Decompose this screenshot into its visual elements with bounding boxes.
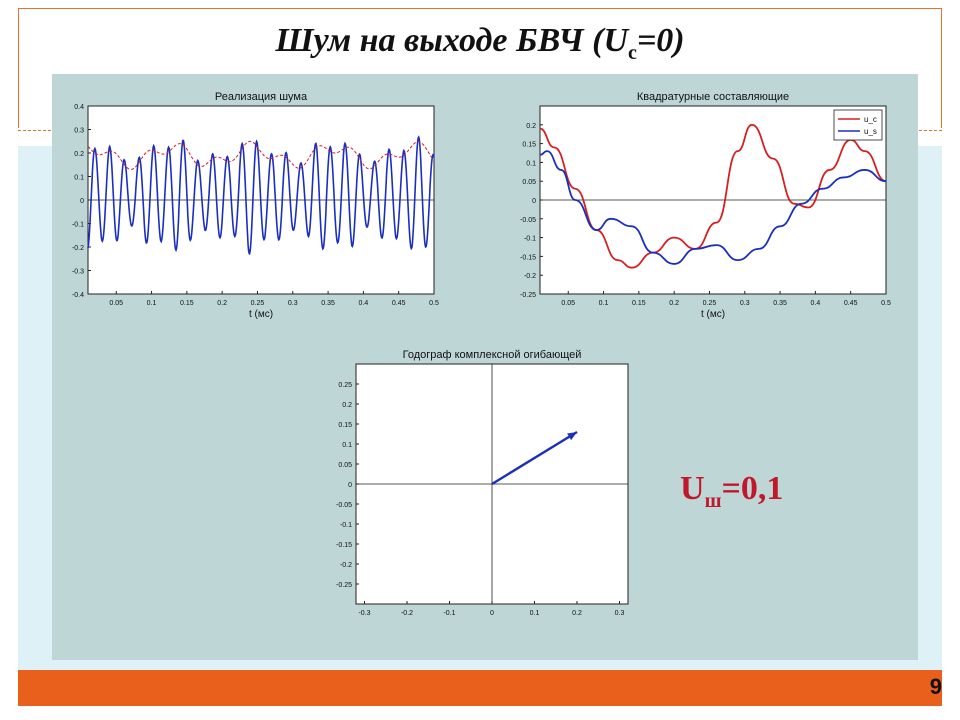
x-tick-label: 0.2 <box>572 610 582 617</box>
x-tick-label: 0.05 <box>561 300 575 307</box>
y-tick-label: -0.2 <box>72 245 84 252</box>
title-tail: =0) <box>636 22 685 59</box>
x-tick-label: 0.5 <box>429 300 439 307</box>
vector-arrowhead <box>567 432 577 441</box>
chart-title: Квадратурные составляющие <box>637 91 789 103</box>
plot-quadrature: Квадратурные составляющие 0.05 0.1 0.15 0.2 0… <box>500 86 900 322</box>
x-tick-label: 0.4 <box>811 300 821 307</box>
y-tick-label: 0.05 <box>338 462 352 469</box>
y-tick-label: 0.05 <box>522 179 536 186</box>
y-tick-label: 0 <box>80 198 84 205</box>
y-tick-label: 0 <box>532 198 536 205</box>
x-axis-label: t (мс) <box>249 309 273 320</box>
y-tick-label: -0.05 <box>520 217 536 224</box>
y-tick-label: 0.1 <box>526 160 536 167</box>
noise-signal-line <box>87 135 435 255</box>
y-tick-label: -0.1 <box>524 236 536 243</box>
legend-entry: u_s <box>864 127 877 136</box>
title-main: Шум на выходе БВЧ ( <box>275 22 604 59</box>
y-tick-label: 0.4 <box>74 104 84 111</box>
y-tick-label: 0.1 <box>342 442 352 449</box>
x-tick-label: -0.1 <box>443 610 455 617</box>
y-tick-label: 0.15 <box>522 142 536 149</box>
y-tick-label: -0.15 <box>520 254 536 261</box>
title-var: U <box>603 22 629 59</box>
ush-subscript: ш <box>704 489 722 512</box>
x-tick-label: 0.3 <box>615 610 625 617</box>
y-tick-label: -0.15 <box>336 542 352 549</box>
legend-box <box>833 109 883 141</box>
y-tick-label: -0.2 <box>340 562 352 569</box>
y-tick-label: 0.2 <box>526 123 536 130</box>
quadrature-chart-svg: Квадратурные составляющие 0.05 0.1 0.15 0.2 0… <box>520 91 891 320</box>
x-tick-label: 0.05 <box>109 300 123 307</box>
y-tick-label: 0.15 <box>338 422 352 429</box>
x-axis-label: t (мс) <box>701 309 725 320</box>
y-tick-label: 0.2 <box>342 402 352 409</box>
y-tick-label: -0.05 <box>336 502 352 509</box>
x-tick-label: 0.3 <box>288 300 298 307</box>
x-tick-label: 0.35 <box>773 300 787 307</box>
chart-title: Реализация шума <box>215 91 308 103</box>
x-tick-label: -0.3 <box>358 610 370 617</box>
chart-title: Годограф комплексной огибающей <box>403 349 582 361</box>
envelope-line <box>87 140 435 170</box>
y-tick-label: -0.1 <box>72 222 84 229</box>
x-tick-label: 0.1 <box>599 300 609 307</box>
plot-noise-realization: Реализация шума 0.05 0.1 0.15 0.2 0.25 0.3 0.35… <box>58 86 448 322</box>
y-tick-label: -0.2 <box>524 273 536 280</box>
slide-frame-left <box>18 8 19 128</box>
page-number: 9 <box>929 674 942 699</box>
noise-level-label: Uш=0,1 <box>680 470 783 513</box>
x-tick-label: 0.15 <box>632 300 646 307</box>
slide-frame-top <box>18 8 942 9</box>
y-tick-label: -0.4 <box>72 292 84 299</box>
x-tick-label: -0.2 <box>401 610 413 617</box>
legend-entry: u_c <box>864 115 877 124</box>
series-line-u_s <box>539 150 887 265</box>
x-tick-label: 0.2 <box>669 300 679 307</box>
ush-var: U <box>680 470 705 507</box>
y-tick-label: 0.3 <box>74 128 84 135</box>
x-tick-label: 0.45 <box>392 300 406 307</box>
footer-bar <box>18 670 942 706</box>
y-tick-label: -0.25 <box>336 582 352 589</box>
x-tick-label: 0.4 <box>359 300 369 307</box>
y-tick-label: 0.2 <box>74 151 84 158</box>
y-tick-label: -0.3 <box>72 269 84 276</box>
hodograph-chart-svg: Годограф комплексной огибающей -0.3 -0.2 -0… <box>336 349 629 617</box>
y-tick-label: -0.25 <box>520 292 536 299</box>
x-tick-label: 0.25 <box>251 300 265 307</box>
y-tick-label: -0.1 <box>340 522 352 529</box>
x-tick-label: 0.1 <box>530 610 540 617</box>
slide-frame-right <box>941 8 942 128</box>
x-tick-label: 0.15 <box>180 300 194 307</box>
plot-hodograph: Годограф комплексной огибающей -0.3 -0.2 -0… <box>326 344 638 626</box>
noise-chart-svg: Реализация шума 0.05 0.1 0.15 0.2 0.25 0.3 0.35… <box>72 91 439 320</box>
title-subscript: с <box>628 41 637 64</box>
envelope-vector <box>491 430 578 486</box>
slide-title: Шум на выходе БВЧ (Uс=0) <box>0 22 960 65</box>
x-tick-label: 0 <box>490 610 494 617</box>
ush-value: =0,1 <box>721 470 784 507</box>
x-tick-label: 0.45 <box>844 300 858 307</box>
x-tick-label: 0.1 <box>147 300 157 307</box>
y-tick-label: 0.25 <box>338 382 352 389</box>
x-tick-label: 0.5 <box>881 300 891 307</box>
x-tick-label: 0.35 <box>321 300 335 307</box>
y-tick-label: 0 <box>348 482 352 489</box>
x-tick-label: 0.25 <box>703 300 717 307</box>
x-tick-label: 0.3 <box>740 300 750 307</box>
y-tick-label: 0.1 <box>74 175 84 182</box>
x-tick-label: 0.2 <box>217 300 227 307</box>
